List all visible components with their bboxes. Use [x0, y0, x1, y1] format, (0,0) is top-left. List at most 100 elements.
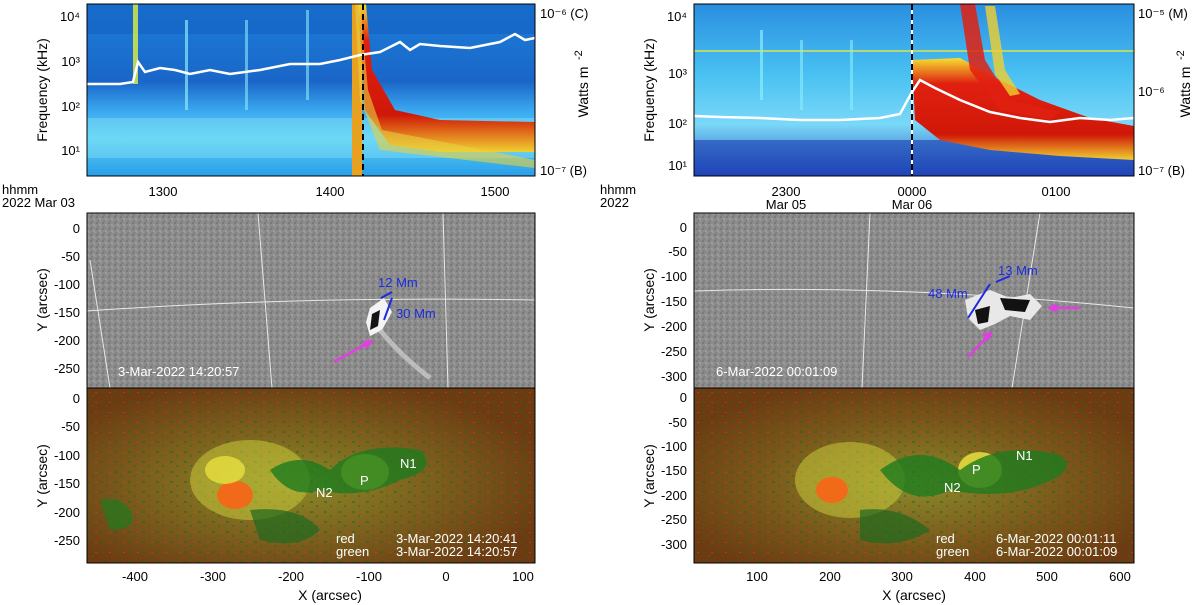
left-spec-right-top: 10⁻⁶ (C) — [540, 6, 588, 21]
right-comp-ytick: -300 — [661, 537, 687, 552]
left-goes-curve — [87, 32, 536, 86]
right-composite-panel: N1 N2 P red 6-Mar-2022 00:01:11 green 6-… — [641, 387, 1135, 603]
left-spec-xtick-1: 1300 — [149, 184, 178, 199]
left-spec-date-header: 2022 Mar 03 — [2, 195, 75, 210]
right-comp-xlabel: X (arcsec) — [882, 587, 946, 603]
svg-text:-2: -2 — [573, 50, 585, 60]
left-spec-ytick-3: 10² — [61, 99, 80, 114]
left-comp-xtick: -200 — [278, 569, 304, 584]
right-comp-ylabel: Y (arcsec) — [641, 444, 657, 508]
right-comp-xtick: 600 — [1109, 569, 1131, 584]
right-euv-length-label: 48 Mm — [928, 286, 968, 301]
left-euv-arrow — [333, 341, 369, 364]
left-spec-xtick-2: 1400 — [316, 184, 345, 199]
right-label-n1: N1 — [1016, 448, 1033, 463]
right-label-p: P — [972, 462, 981, 477]
right-comp-xtick: 300 — [891, 569, 913, 584]
right-euv-ytick: -150 — [661, 294, 687, 309]
left-spec-right-label: Watts m -2 — [573, 50, 591, 117]
left-comp-ytick: -250 — [54, 533, 80, 548]
right-spec-xtick-1: 2300 — [772, 184, 801, 199]
left-comp-xtick: -400 — [122, 569, 148, 584]
left-legend-red-time: 3-Mar-2022 14:20:41 — [396, 531, 517, 546]
right-spec-time-header: hhmm — [600, 182, 636, 197]
left-legend-green-label: green — [336, 544, 369, 559]
left-spec-xtick-3: 1500 — [481, 184, 510, 199]
right-composite-sunspot — [816, 477, 848, 503]
left-comp-ytick: -200 — [54, 505, 80, 520]
right-comp-ytick: -150 — [661, 463, 687, 478]
right-euv-ytick: -200 — [661, 319, 687, 334]
left-composite-sunspot — [217, 481, 253, 509]
svg-text:-2: -2 — [1175, 50, 1187, 60]
right-comp-ytick: -200 — [661, 488, 687, 503]
right-spec-right-label: Watts m -2 — [1175, 50, 1193, 117]
right-spec-ylabel: Frequency (kHz) — [641, 38, 657, 141]
left-euv-panel: 12 Mm 30 Mm 3-Mar-2022 14:20:57 0 -50 -1… — [34, 212, 536, 389]
right-comp-xtick: 200 — [819, 569, 841, 584]
left-euv-ytick: 0 — [73, 221, 80, 236]
left-comp-ytick: -100 — [54, 448, 80, 463]
right-legend-green-label: green — [936, 544, 969, 559]
left-legend-green-time: 3-Mar-2022 14:20:57 — [396, 544, 517, 559]
right-euv-timestamp: 6-Mar-2022 00:01:09 — [716, 364, 837, 379]
right-legend-red-label: red — [936, 531, 955, 546]
right-spec-xtick-2: 0000 — [898, 184, 927, 199]
left-euv-ytick: -150 — [54, 305, 80, 320]
left-euv-ytick: -250 — [54, 361, 80, 376]
right-label-n2: N2 — [944, 480, 961, 495]
left-comp-ytick: -150 — [54, 476, 80, 491]
right-comp-ytick: -50 — [668, 415, 687, 430]
left-legend-red-label: red — [336, 531, 355, 546]
right-euv-panel: 13 Mm 48 Mm 6-Mar-2022 00:01:09 0 -50 -1… — [641, 212, 1135, 389]
right-euv-ytick: -300 — [661, 369, 687, 384]
left-label-n2: N2 — [316, 485, 333, 500]
right-spec-ytick-1: 10⁴ — [667, 9, 687, 24]
right-euv-image — [694, 213, 1134, 388]
left-spec-ylabel: Frequency (kHz) — [34, 38, 50, 141]
left-comp-xtick: -100 — [356, 569, 382, 584]
left-comp-xtick: -300 — [200, 569, 226, 584]
left-comp-ylabel: Y (arcsec) — [34, 444, 50, 508]
left-spec-ytick-2: 10³ — [61, 54, 80, 69]
right-spec-right-top: 10⁻⁵ (M) — [1138, 6, 1188, 21]
left-label-n1: N1 — [400, 456, 417, 471]
right-euv-ytick: -100 — [661, 269, 687, 284]
left-composite-panel: N1 N2 P red 3-Mar-2022 14:20:41 green 3-… — [34, 387, 536, 603]
right-goes-curve — [693, 78, 1135, 124]
right-euv-ytick: -250 — [661, 344, 687, 359]
svg-text:Watts m: Watts m — [1177, 67, 1193, 118]
left-spec-right-bottom: 10⁻⁷ (B) — [540, 163, 587, 178]
right-euv-ytick: -50 — [668, 244, 687, 259]
left-comp-xtick: 0 — [442, 569, 449, 584]
right-legend-green-time: 6-Mar-2022 00:01:09 — [996, 544, 1117, 559]
left-spec-ytick-4: 10¹ — [61, 143, 80, 158]
right-comp-xtick: 500 — [1036, 569, 1058, 584]
left-euv-width-label: 12 Mm — [378, 275, 418, 290]
svg-text:Watts m: Watts m — [575, 67, 591, 118]
right-spec-ytick-2: 10³ — [668, 66, 687, 81]
left-comp-xlabel: X (arcsec) — [298, 587, 362, 603]
right-comp-ytick: 0 — [680, 390, 687, 405]
right-spec-xtick-3: 0100 — [1042, 184, 1071, 199]
right-spec-right-mid: 10⁻⁶ — [1138, 84, 1165, 99]
left-comp-ytick: -50 — [61, 419, 80, 434]
left-euv-ytick: -50 — [61, 249, 80, 264]
left-spec-ytick-1: 10⁴ — [60, 9, 80, 24]
right-spec-ytick-4: 10¹ — [668, 158, 687, 173]
right-legend-red-time: 6-Mar-2022 00:01:11 — [996, 531, 1116, 546]
left-spectrogram-panel: 10⁴ 10³ 10² 10¹ Frequency (kHz) 10⁻⁶ (C)… — [2, 3, 591, 210]
right-spec-xsubtick-1: Mar 05 — [766, 197, 806, 212]
left-burst-band — [358, 4, 535, 152]
left-comp-xtick: 100 — [512, 569, 534, 584]
right-comp-ytick: -100 — [661, 439, 687, 454]
right-spectrogram-panel: 10⁴ 10³ 10² 10¹ Frequency (kHz) 10⁻⁵ (M)… — [600, 3, 1193, 212]
right-comp-ytick: -250 — [661, 512, 687, 527]
right-euv-ytick: 0 — [680, 220, 687, 235]
left-euv-ytick: -100 — [54, 277, 80, 292]
left-label-p: P — [360, 473, 369, 488]
right-spec-date-header: 2022 — [600, 195, 629, 210]
left-euv-ytick: -200 — [54, 333, 80, 348]
left-comp-ytick: 0 — [73, 391, 80, 406]
